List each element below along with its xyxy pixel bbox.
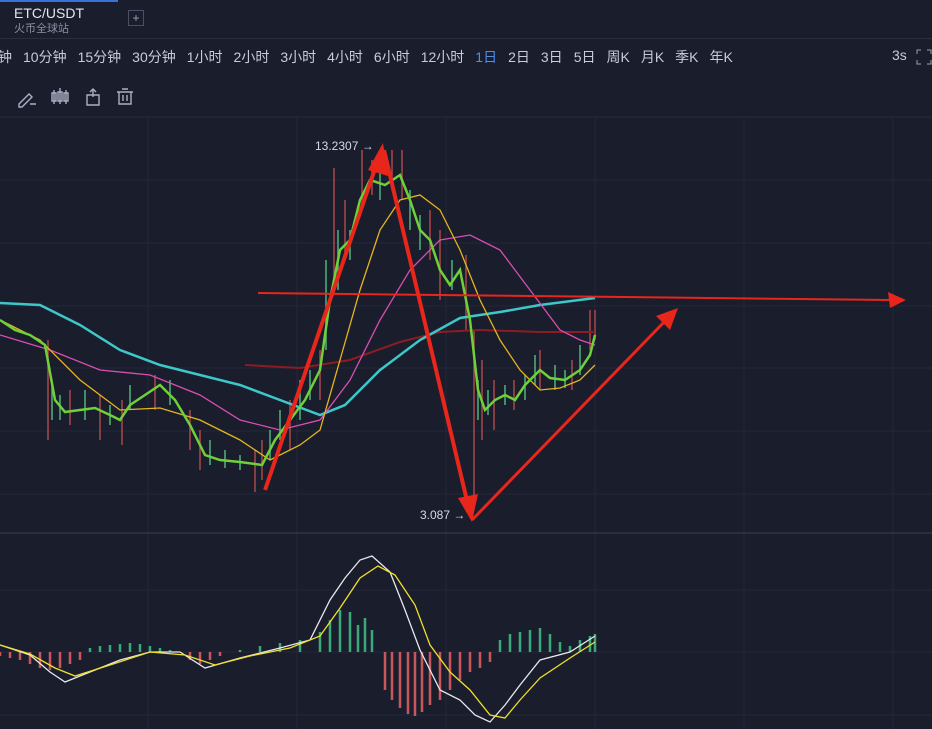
interval-option[interactable]: 6小时 <box>373 49 410 65</box>
interval-option[interactable]: 季K <box>675 49 699 65</box>
interval-option[interactable]: 1小时 <box>186 49 223 65</box>
interval-option[interactable]: 5日 <box>573 49 596 65</box>
interval-option[interactable]: 2小时 <box>233 49 270 65</box>
draw-tool-icon[interactable] <box>18 93 36 108</box>
interval-option[interactable]: 周K <box>606 49 630 65</box>
interval-option[interactable]: 10分钟 <box>23 49 67 65</box>
interval-option[interactable]: 12小时 <box>420 49 465 65</box>
indicator-icon[interactable] <box>51 88 69 104</box>
interval-option[interactable]: 钟 <box>0 49 12 65</box>
arrow-up <box>263 159 380 491</box>
arrow-head <box>458 494 478 522</box>
arrow-down <box>382 149 470 506</box>
share-icon[interactable] <box>86 88 100 106</box>
delete-icon[interactable] <box>117 88 133 105</box>
interval-option[interactable]: 15分钟 <box>77 49 122 65</box>
interval-option[interactable]: 3小时 <box>280 49 317 65</box>
grid <box>0 117 932 729</box>
interval-option[interactable]: 年K <box>709 49 733 65</box>
macd-dea-line <box>0 565 596 719</box>
active-tab-indicator <box>0 0 118 2</box>
macd-histogram-pos <box>88 610 597 652</box>
interval-option[interactable]: 3日 <box>540 49 563 65</box>
low-label: 3.087 → <box>420 508 465 522</box>
tab-bar: ETC/USDT 火币全球站 + <box>0 0 932 39</box>
ma-line-yellow <box>0 194 596 461</box>
arrow-head <box>656 308 678 330</box>
annotations <box>257 143 906 522</box>
interval-option[interactable]: 1日 <box>475 49 498 65</box>
interval-option[interactable]: 月K <box>640 49 665 65</box>
symbol[interactable]: ETC/USDT <box>14 5 84 21</box>
price-line <box>0 173 597 467</box>
interval-option[interactable]: 4小时 <box>327 49 363 65</box>
interval-bar: 钟 10分钟 15分钟 30分钟 1小时 2小时 3小时 4小时 6小时 12小时 1日 2日 3日 5日… <box>0 47 733 67</box>
high-label: 13.2307 → <box>315 139 374 153</box>
add-tab-button[interactable]: + <box>128 10 144 26</box>
fullscreen-icon[interactable] <box>916 49 932 65</box>
interval-option[interactable]: 30分钟 <box>132 49 176 65</box>
resistance-line <box>257 292 893 301</box>
macd-histogram-neg <box>0 652 492 716</box>
interval-option[interactable]: 2日 <box>508 49 530 65</box>
refresh-rate[interactable]: 3s <box>892 47 907 63</box>
arrow-rebound <box>470 316 670 522</box>
arrow-head <box>888 292 906 308</box>
candle-wicks-up <box>51 165 581 470</box>
exchange: 火币全球站 <box>14 23 69 35</box>
tool-icons <box>18 88 133 108</box>
